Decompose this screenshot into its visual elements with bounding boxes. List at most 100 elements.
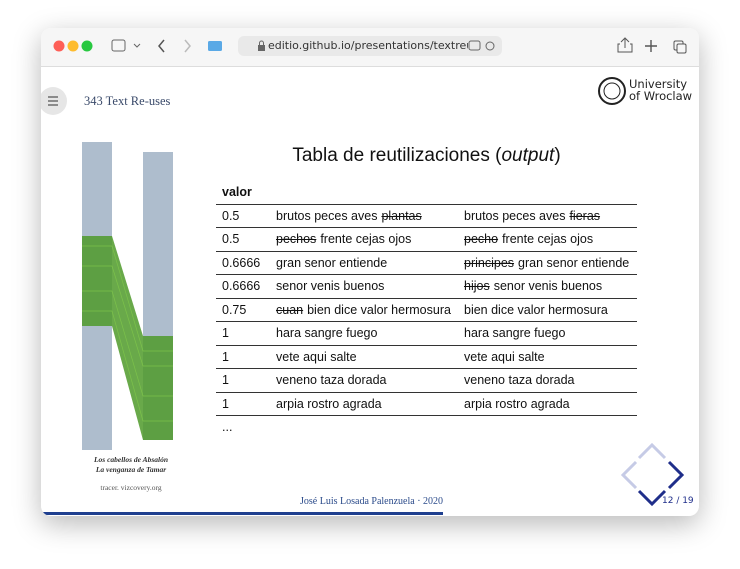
title-text: Tabla de reutilizaciones (	[292, 145, 502, 166]
word-group: hara sangre fuego	[464, 326, 566, 340]
table-row: 0.6666 senor venis buenos hijos senor venis…	[216, 275, 637, 299]
struck-word: cuan	[276, 302, 304, 317]
text-cell: arpia rostro agrada	[276, 393, 382, 415]
table-header: valor	[216, 181, 637, 205]
figure-source: tracer. vizcovery.org	[100, 483, 162, 492]
struck-word: pechos	[276, 232, 317, 246]
text-cell: brutos peces aves fieras	[464, 205, 600, 227]
minimize-button[interactable]	[67, 40, 79, 52]
footer-author: José Luis Losada Palenzuela · 2020	[300, 496, 444, 507]
value-cell: 1	[222, 349, 229, 364]
text-cell: hijos senor venis buenos	[464, 275, 602, 297]
title-italic: output	[501, 145, 555, 166]
university-line: of Wroclaw	[629, 89, 693, 103]
nav-down[interactable]	[637, 489, 667, 507]
sidebar-button[interactable]	[111, 39, 126, 52]
nav-right[interactable]	[667, 460, 685, 490]
toolbar-icons	[53, 37, 687, 54]
struck-word: principes	[464, 255, 515, 270]
address-bar[interactable]: editio.github.io/presentations/textreuse…	[238, 36, 502, 56]
new-tab-button[interactable]	[645, 40, 657, 52]
value-cell: 0.6666	[222, 255, 261, 270]
sidebar-menu[interactable]	[133, 43, 141, 48]
reuse-link-lines	[82, 245, 173, 422]
caption-line: La venganza de Tamar	[95, 465, 167, 474]
university-name: University of Wroclaw	[629, 78, 692, 102]
word-group: arpia rostro agrada	[464, 396, 570, 411]
reuse-links	[82, 236, 173, 440]
header-cell: valor	[222, 185, 252, 199]
table-body: 0.5 brutos peces aves plantas brutos peces …	[216, 205, 637, 416]
back-button[interactable]	[158, 39, 165, 53]
caption-line: Los cabellos de Absalón	[93, 455, 169, 464]
value-cell: 0.6666	[222, 279, 261, 293]
title-text: )	[554, 145, 561, 166]
text-cell: gran senor entiende	[276, 252, 387, 274]
text-cell: veneno taza dorada	[276, 369, 387, 391]
struck-word: fieras	[569, 208, 601, 223]
table-row: 1 vete aqui salte vete aqui salte	[216, 346, 637, 369]
word-group: bien dice valor hermosura	[307, 302, 451, 317]
menu-icon	[48, 96, 58, 106]
table-row: 0.5 brutos peces aves plantas brutos peces …	[216, 205, 637, 228]
reuse-table: valor 0.5 brutos peces aves plantas brutos …	[216, 181, 637, 438]
value-cell: 1	[222, 396, 229, 411]
value-cell: 1	[222, 373, 229, 387]
lock-icon	[258, 40, 265, 51]
word-group: hara sangre fuego	[276, 326, 378, 340]
nav-left[interactable]	[620, 460, 638, 490]
text-cell: hara sangre fuego	[464, 322, 565, 344]
tabs-button-back	[676, 43, 687, 54]
word-group: bien dice valor hermosura	[464, 302, 608, 317]
word-group: vete aqui salte	[276, 349, 357, 364]
tab-icon[interactable]	[208, 41, 222, 51]
slide-number: 12 / 19	[662, 496, 694, 506]
text-cell: vete aqui salte	[276, 346, 357, 368]
text-cell: principes gran senor entiende	[464, 252, 629, 274]
table-row: 1 veneno taza dorada veneno taza dorada	[216, 369, 637, 393]
table-row: 1 hara sangre fuego hara sangre fuego	[216, 322, 637, 346]
text-cell: pechos frente cejas ojos	[276, 228, 411, 250]
text-cell: bien dice valor hermosura	[464, 299, 608, 321]
word-group: frente cejas ojos	[320, 232, 412, 246]
table-ellipsis: ...	[222, 420, 233, 434]
text-cell: hara sangre fuego	[276, 322, 377, 344]
table-row: 0.5 pechos frente cejas ojos pecho frente ce…	[216, 228, 637, 252]
figure-caption: Los cabellos de Absalón La venganza de T…	[71, 455, 191, 475]
table-row: 0.75 cuan bien dice valor hermosura bien di…	[216, 299, 637, 322]
slide-graphics	[41, 77, 685, 515]
url-icons	[468, 40, 495, 51]
toolbar: editio.github.io/presentations/textreuse…	[41, 28, 699, 67]
value-cell: 0.5	[222, 208, 240, 223]
share-button[interactable]	[617, 37, 633, 53]
word-group: veneno taza dorada	[276, 373, 387, 387]
university-logo	[598, 77, 626, 105]
word-group: vete aqui salte	[464, 349, 545, 364]
university-line: University	[629, 77, 688, 91]
word-group: brutos peces aves	[276, 208, 378, 223]
university-logo-inner	[603, 82, 621, 100]
value-cell: 0.75	[222, 302, 247, 317]
progress-bar	[41, 512, 443, 515]
url-text: editio.github.io/presentations/textreuse…	[268, 39, 468, 52]
close-button[interactable]	[53, 40, 65, 52]
text-cell: pecho frente cejas ojos	[464, 228, 593, 250]
struck-word: pecho	[464, 232, 499, 246]
text-cell: arpia rostro agrada	[464, 393, 570, 415]
forward-button[interactable]	[184, 39, 191, 53]
zoom-button[interactable]	[81, 40, 93, 52]
struck-word: plantas	[381, 208, 422, 223]
value-cell: 0.5	[222, 232, 240, 246]
value-cell: 1	[222, 326, 229, 340]
word-group: senor venis buenos	[276, 279, 385, 293]
struck-word: hijos	[464, 279, 490, 293]
text-cell: cuan bien dice valor hermosura	[276, 299, 451, 321]
word-group: senor venis buenos	[493, 279, 603, 293]
browser-window: editio.github.io/presentations/textreuse…	[41, 28, 699, 516]
reuse-count: 343 Text Re-uses	[84, 94, 171, 108]
nav-up[interactable]	[637, 442, 667, 460]
word-group: veneno taza dorada	[464, 373, 575, 387]
word-group: arpia rostro agrada	[276, 396, 382, 411]
word-group: frente cejas ojos	[502, 232, 594, 246]
